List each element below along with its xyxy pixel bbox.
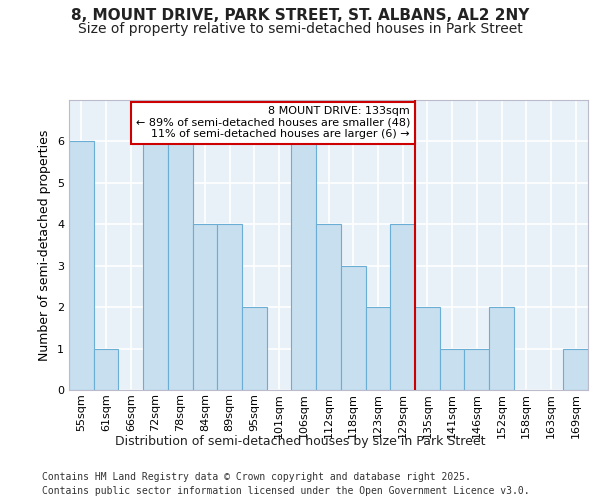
Bar	[440, 348, 464, 390]
Y-axis label: Number of semi-detached properties: Number of semi-detached properties	[38, 130, 52, 360]
Bar	[242, 307, 267, 390]
Bar	[341, 266, 365, 390]
Bar	[193, 224, 217, 390]
Text: Distribution of semi-detached houses by size in Park Street: Distribution of semi-detached houses by …	[115, 435, 485, 448]
Bar	[464, 348, 489, 390]
Bar	[489, 307, 514, 390]
Bar	[415, 307, 440, 390]
Bar	[94, 348, 118, 390]
Bar	[292, 142, 316, 390]
Bar	[563, 348, 588, 390]
Text: Size of property relative to semi-detached houses in Park Street: Size of property relative to semi-detach…	[77, 22, 523, 36]
Text: 8, MOUNT DRIVE, PARK STREET, ST. ALBANS, AL2 2NY: 8, MOUNT DRIVE, PARK STREET, ST. ALBANS,…	[71, 8, 529, 22]
Bar	[390, 224, 415, 390]
Text: Contains HM Land Registry data © Crown copyright and database right 2025.: Contains HM Land Registry data © Crown c…	[42, 472, 471, 482]
Bar	[168, 142, 193, 390]
Bar	[217, 224, 242, 390]
Bar	[69, 142, 94, 390]
Text: Contains public sector information licensed under the Open Government Licence v3: Contains public sector information licen…	[42, 486, 530, 496]
Text: 8 MOUNT DRIVE: 133sqm
← 89% of semi-detached houses are smaller (48)
11% of semi: 8 MOUNT DRIVE: 133sqm ← 89% of semi-deta…	[136, 106, 410, 140]
Bar	[316, 224, 341, 390]
Bar	[365, 307, 390, 390]
Bar	[143, 142, 168, 390]
